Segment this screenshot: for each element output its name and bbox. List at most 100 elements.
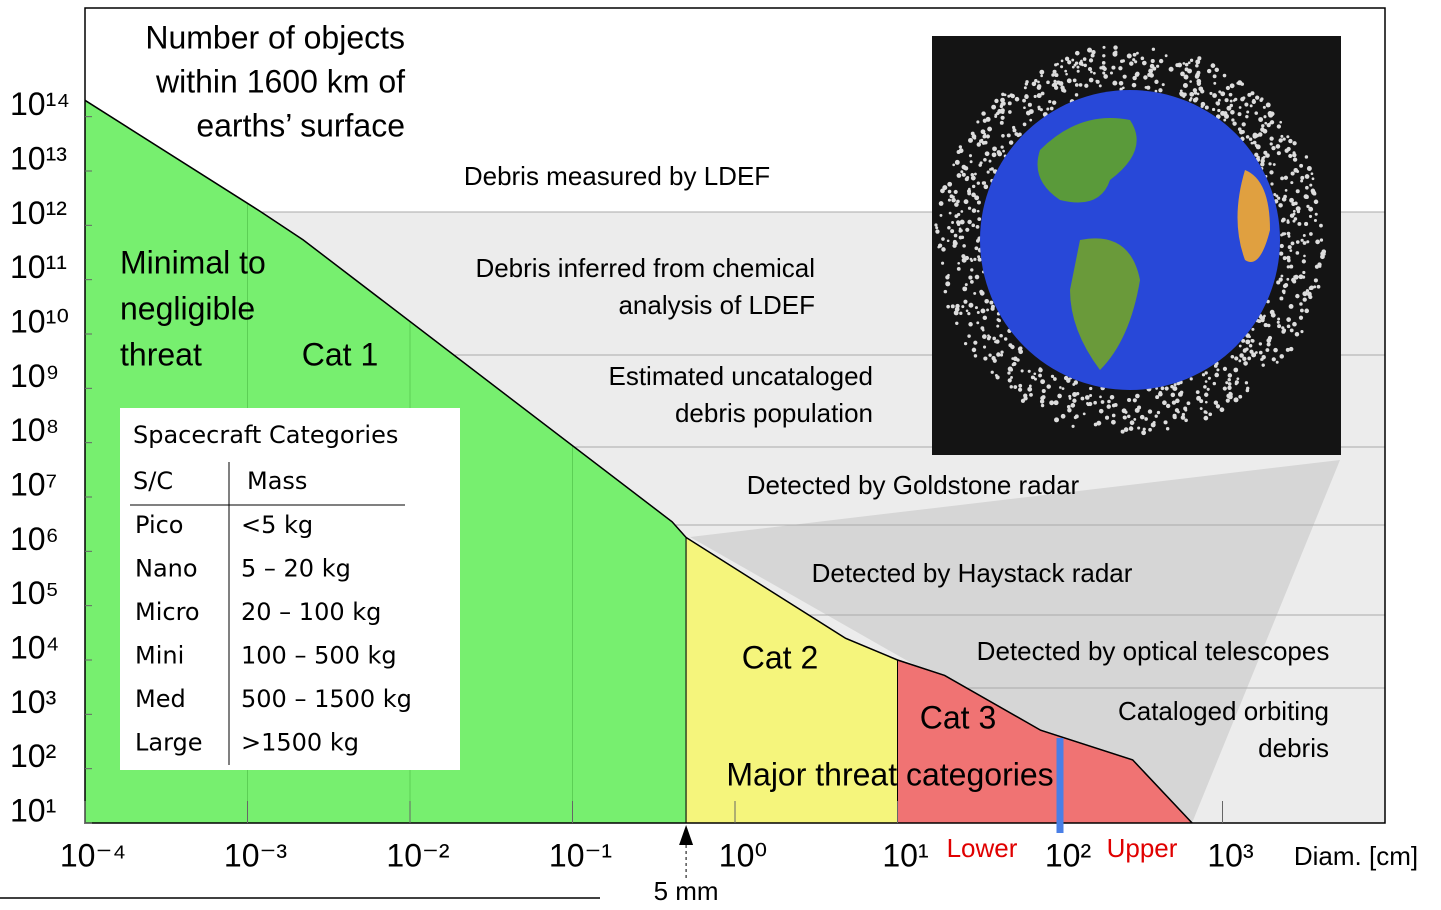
debris-dot <box>1299 164 1303 168</box>
debris-dot <box>1226 399 1230 403</box>
chart: 10⁻⁴10⁻³10⁻²10⁻¹10⁰10¹10²10³10¹10²10³10⁴… <box>0 0 1441 905</box>
debris-dot <box>980 326 984 330</box>
y-tick-label: 10¹³ <box>10 140 67 176</box>
debris-dot <box>1089 394 1092 397</box>
debris-dot <box>1111 420 1116 425</box>
debris-dot <box>1216 368 1219 371</box>
debris-dot <box>992 146 997 151</box>
debris-dot <box>1314 219 1317 222</box>
debris-dot <box>1099 84 1102 87</box>
debris-dot <box>1158 392 1163 397</box>
debris-dot <box>1105 416 1109 420</box>
debris-dot <box>1238 127 1242 131</box>
debris-dot <box>1254 153 1258 157</box>
table-cell: Nano <box>135 555 198 583</box>
debris-dot <box>1101 65 1106 70</box>
debris-dot <box>1079 61 1084 66</box>
debris-dot <box>957 262 960 265</box>
table-cell: 5 – 20 kg <box>241 555 351 583</box>
debris-dot <box>1280 135 1283 138</box>
debris-dot <box>962 244 966 248</box>
debris-dot <box>1308 295 1312 299</box>
debris-dot <box>1021 369 1024 372</box>
debris-dot <box>1149 73 1154 78</box>
debris-dot <box>1127 54 1132 59</box>
debris-dot <box>1144 417 1148 421</box>
debris-dot <box>1151 59 1155 63</box>
debris-dot <box>1216 404 1220 408</box>
debris-dot <box>1288 154 1292 158</box>
debris-dot <box>1301 239 1304 242</box>
band-label: debris population <box>675 398 873 428</box>
region-label: Cat 1 <box>302 336 378 372</box>
debris-dot <box>1199 399 1203 403</box>
debris-dot <box>1165 386 1169 390</box>
debris-dot <box>996 352 1000 356</box>
debris-dot <box>1053 80 1056 83</box>
debris-dot <box>1214 373 1219 378</box>
debris-dot <box>1064 70 1067 73</box>
chart-title: Number of objects <box>145 19 405 55</box>
debris-dot <box>1259 99 1262 102</box>
debris-dot <box>1072 66 1075 69</box>
debris-dot <box>957 213 960 216</box>
debris-dot <box>1181 415 1186 420</box>
debris-dot <box>1195 97 1199 101</box>
debris-dot <box>1054 86 1058 90</box>
debris-dot <box>1269 136 1273 140</box>
debris-dot <box>1223 386 1227 390</box>
debris-dot <box>1302 276 1305 279</box>
debris-dot <box>1245 347 1248 350</box>
debris-dot <box>1065 73 1068 76</box>
debris-dot <box>1132 83 1137 88</box>
debris-dot <box>1242 122 1246 126</box>
debris-dot <box>1012 128 1016 132</box>
debris-dot <box>1091 53 1095 57</box>
debris-dot <box>961 254 965 258</box>
debris-dot <box>1278 203 1283 208</box>
y-tick-label: 10³ <box>10 684 57 720</box>
band-label: Detected by optical telescopes <box>977 636 1330 666</box>
debris-dot <box>1028 370 1031 373</box>
debris-dot <box>1255 144 1258 147</box>
debris-dot <box>1022 99 1026 103</box>
debris-dot <box>1161 386 1165 390</box>
debris-dot <box>1277 197 1280 200</box>
debris-dot <box>1037 93 1042 98</box>
debris-dot <box>981 309 986 314</box>
debris-dot <box>982 334 987 339</box>
debris-dot <box>1001 93 1004 96</box>
debris-dot <box>1305 186 1309 190</box>
debris-dot <box>1250 104 1253 107</box>
table-cell: 100 – 500 kg <box>241 642 397 670</box>
debris-dot <box>1051 375 1054 378</box>
debris-dot <box>973 292 976 295</box>
debris-dot <box>1291 242 1295 246</box>
debris-dot <box>975 246 979 250</box>
debris-dot <box>1314 200 1319 205</box>
debris-dot <box>1305 155 1308 158</box>
debris-dot <box>1112 414 1116 418</box>
debris-dot <box>1062 387 1065 390</box>
earth-image <box>932 36 1341 455</box>
debris-dot <box>1293 151 1296 154</box>
debris-dot <box>1242 96 1245 99</box>
debris-dot <box>1205 380 1208 383</box>
debris-dot <box>1303 241 1307 245</box>
debris-dot <box>973 341 977 345</box>
debris-dot <box>970 160 973 163</box>
debris-dot <box>1002 102 1006 106</box>
debris-dot <box>1112 404 1116 408</box>
debris-dot <box>1249 137 1252 140</box>
debris-dot <box>1259 351 1263 355</box>
debris-dot <box>1185 77 1188 80</box>
debris-dot <box>1287 147 1291 151</box>
debris-dot <box>971 224 975 228</box>
debris-dot <box>977 210 980 213</box>
debris-dot <box>1223 119 1226 122</box>
debris-dot <box>1290 181 1293 184</box>
debris-dot <box>1145 86 1148 89</box>
debris-dot <box>1239 353 1244 358</box>
debris-dot <box>1013 385 1017 389</box>
debris-dot <box>1029 393 1033 397</box>
